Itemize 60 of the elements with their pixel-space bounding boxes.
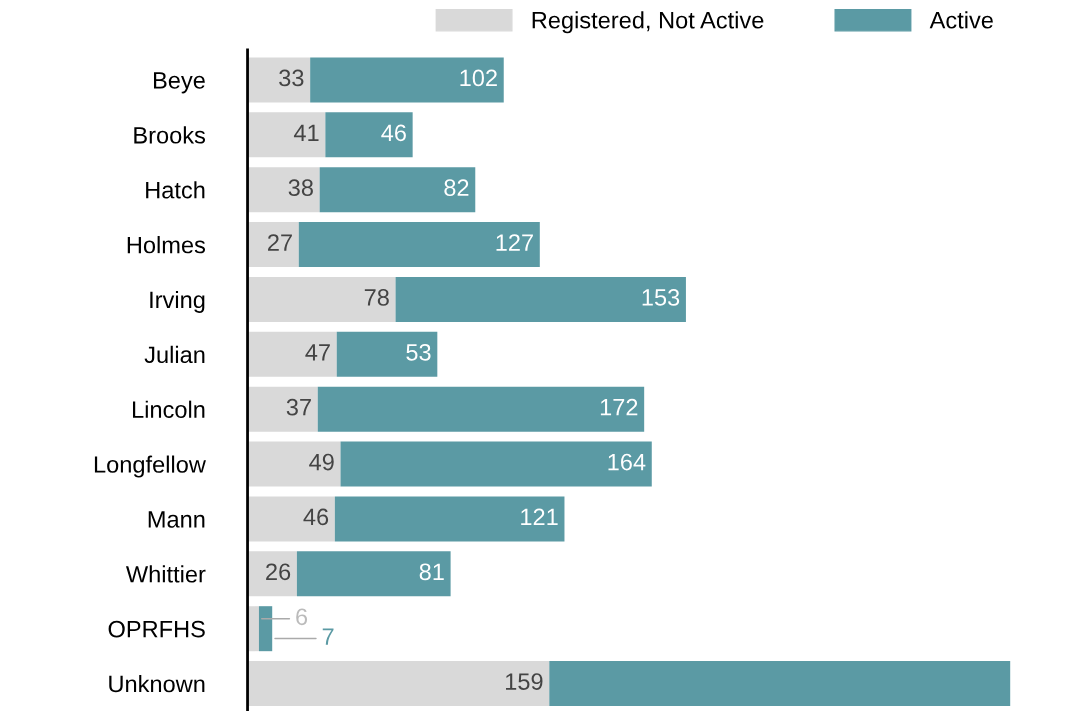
y-tick-label: Holmes xyxy=(127,236,206,254)
data-label: 159 xyxy=(506,673,543,690)
data-label: 27 xyxy=(268,234,292,251)
bar xyxy=(247,441,341,487)
bar xyxy=(247,496,335,542)
y-tick-label: Brooks xyxy=(134,126,206,144)
y-tick-label: Beye xyxy=(154,72,205,94)
y-tick-label: Irving xyxy=(150,290,205,313)
bar xyxy=(247,386,318,432)
data-label: 47 xyxy=(305,344,330,361)
data-label: 46 xyxy=(303,508,329,526)
data-label: 164 xyxy=(608,453,646,471)
data-label: 53 xyxy=(406,343,431,361)
y-tick-label: Lincoln xyxy=(133,400,205,418)
y-tick-label: Hatch xyxy=(146,181,205,199)
bar xyxy=(336,331,438,377)
bar xyxy=(247,167,320,213)
data-label: 33 xyxy=(279,69,304,87)
bar xyxy=(296,551,451,597)
bar xyxy=(340,441,652,487)
data-label: 41 xyxy=(293,124,319,141)
bar xyxy=(247,276,396,322)
y-tick-label: Longfellow xyxy=(94,455,206,478)
data-label: 26 xyxy=(266,563,291,581)
bar xyxy=(247,112,326,158)
y-tick-label: Unknown xyxy=(109,675,205,693)
data-label: 102 xyxy=(460,69,497,87)
data-label: 7 xyxy=(322,628,334,645)
data-label: 38 xyxy=(288,179,313,197)
data-label: 6 xyxy=(296,608,308,626)
bar xyxy=(334,496,565,542)
data-label: 46 xyxy=(381,124,406,142)
bar xyxy=(247,57,311,103)
bar xyxy=(258,606,273,652)
bar xyxy=(298,222,540,268)
bar xyxy=(395,276,686,322)
bar xyxy=(247,331,337,377)
bar xyxy=(310,57,504,103)
data-label: 49 xyxy=(309,453,334,471)
legend-label: Registered, Not Active xyxy=(532,11,764,34)
data-label: 37 xyxy=(286,398,311,416)
legend-label: Active xyxy=(929,11,993,29)
bar xyxy=(247,222,299,268)
y-tick-label: Mann xyxy=(148,511,205,528)
y-tick-label: Whittier xyxy=(125,565,206,583)
y-tick-label: Julian xyxy=(144,345,205,364)
data-label: 82 xyxy=(444,179,469,197)
y-tick-label: OPRFHS xyxy=(108,620,205,638)
bar xyxy=(247,661,550,707)
bar xyxy=(317,386,645,432)
data-label: 172 xyxy=(600,398,638,416)
bar xyxy=(549,661,1011,707)
data-label: 127 xyxy=(496,234,533,251)
bar xyxy=(325,112,413,158)
bar xyxy=(247,551,297,597)
data-label: 153 xyxy=(642,289,680,306)
data-label: 121 xyxy=(521,508,558,526)
data-label: 81 xyxy=(419,563,444,581)
data-label: 78 xyxy=(364,289,389,306)
bar xyxy=(319,167,476,213)
